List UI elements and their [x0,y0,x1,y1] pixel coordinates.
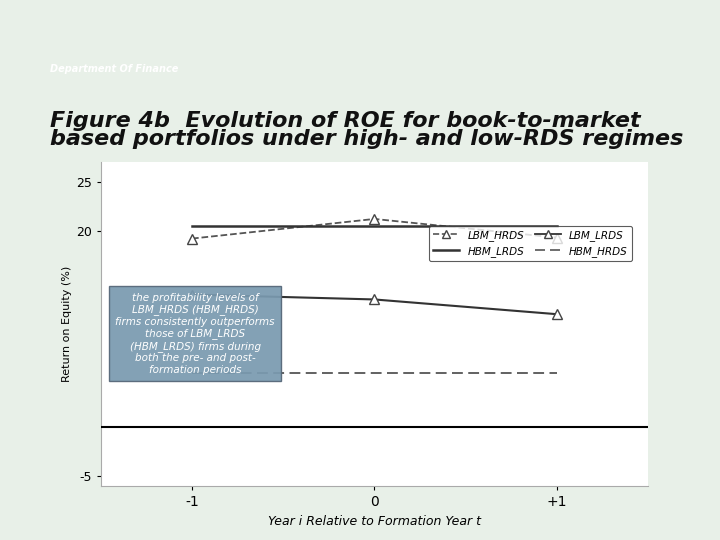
LBM_HRDS [370,215,379,222]
Text: based portfolios under high- and low-RDS regimes: based portfolios under high- and low-RDS… [50,129,684,148]
LBM_HRDS [552,234,561,241]
HBM_HRDS [552,370,561,376]
HBM_LRDS [370,222,379,229]
Line: LBM_LRDS: LBM_LRDS [187,289,562,319]
Text: the profitability levels of
LBM_HRDS (HBM_HRDS)
firms consistently outperforms
t: the profitability levels of LBM_HRDS (HB… [115,293,275,375]
LBM_LRDS [188,291,197,298]
LBM_HRDS [188,235,197,242]
HBM_HRDS [188,370,197,376]
HBM_HRDS [370,370,379,376]
Text: Figure 4b  Evolution of ROE for book-to-market: Figure 4b Evolution of ROE for book-to-m… [50,111,641,131]
Y-axis label: Return on Equity (%): Return on Equity (%) [62,266,72,382]
Text: Department Of Finance: Department Of Finance [50,64,179,74]
Line: LBM_HRDS: LBM_HRDS [187,214,562,244]
X-axis label: Year i Relative to Formation Year t: Year i Relative to Formation Year t [268,515,481,528]
LBM_LRDS [370,296,379,303]
LBM_LRDS [552,311,561,318]
HBM_LRDS [552,222,561,229]
Legend: LBM_HRDS, HBM_LRDS, LBM_LRDS, HBM_HRDS: LBM_HRDS, HBM_LRDS, LBM_LRDS, HBM_HRDS [429,226,632,261]
HBM_LRDS [188,222,197,229]
